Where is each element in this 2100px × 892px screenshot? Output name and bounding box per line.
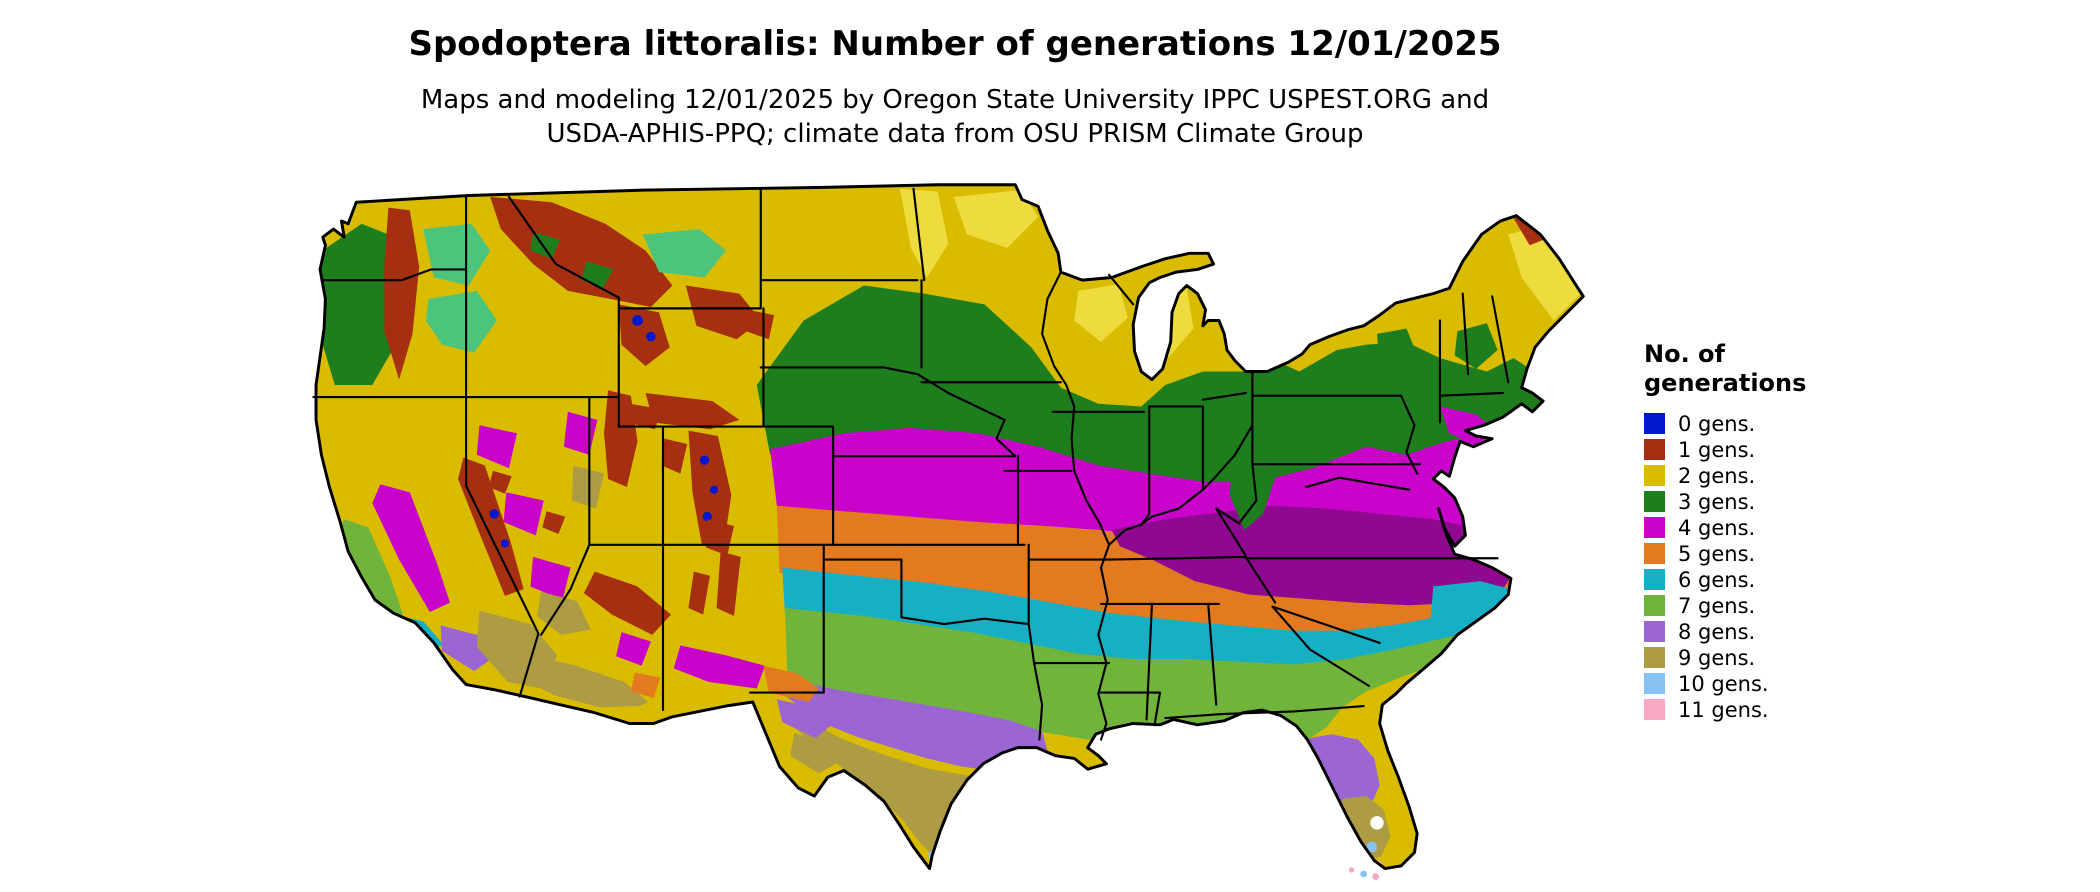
legend-item: 4 gens. — [1644, 515, 1884, 541]
subtitle-line-2: USDA-APHIS-PPQ; climate data from OSU PR… — [546, 118, 1364, 149]
legend-swatch — [1644, 543, 1665, 565]
legend-label: 5 gens. — [1678, 541, 1756, 566]
legend-swatch — [1644, 699, 1665, 721]
legend-item: 7 gens. — [1644, 593, 1884, 619]
page-title: Spodoptera littoralis: Number of generat… — [408, 24, 1502, 64]
us-generations-map — [308, 170, 1594, 882]
legend-swatch — [1644, 491, 1665, 513]
legend-label: 0 gens. — [1678, 411, 1756, 436]
legend-item: 8 gens. — [1644, 619, 1884, 645]
legend-item: 6 gens. — [1644, 567, 1884, 593]
legend-label: 2 gens. — [1678, 463, 1756, 488]
page-subtitle: Maps and modeling 12/01/2025 by Oregon S… — [0, 84, 1910, 152]
legend-item: 2 gens. — [1644, 463, 1884, 489]
legend-swatch — [1644, 517, 1665, 539]
legend-item: 10 gens. — [1644, 671, 1884, 697]
legend-title-line-1: No. of — [1644, 340, 1725, 368]
legend-swatch — [1644, 439, 1665, 461]
legend-item: 0 gens. — [1644, 411, 1884, 437]
legend-swatch — [1644, 647, 1665, 669]
map-raster — [316, 184, 1584, 869]
state-borders — [312, 187, 1510, 741]
legend-label: 11 gens. — [1678, 697, 1769, 722]
legend-title-line-2: generations — [1644, 369, 1807, 398]
legend-label: 4 gens. — [1678, 515, 1756, 540]
legend-label: 7 gens. — [1678, 593, 1756, 618]
legend-swatch — [1644, 569, 1665, 591]
legend-swatch — [1644, 465, 1665, 487]
subtitle-line-1: Maps and modeling 12/01/2025 by Oregon S… — [420, 85, 1490, 115]
legend-label: 6 gens. — [1678, 567, 1756, 592]
legend-item: 1 gens. — [1644, 437, 1884, 463]
us-outline — [314, 183, 1585, 871]
legend-label: 8 gens. — [1678, 619, 1756, 644]
legend-item: 11 gens. — [1644, 697, 1884, 723]
legend-item: 9 gens. — [1644, 645, 1884, 671]
legend-item: 3 gens. — [1644, 489, 1884, 515]
legend-label: 3 gens. — [1678, 489, 1756, 514]
legend-label: 1 gens. — [1678, 437, 1756, 462]
florida-keys-dots — [1348, 867, 1379, 880]
legend-swatch — [1644, 595, 1665, 617]
legend-swatch — [1644, 413, 1665, 435]
us-map-svg — [312, 183, 1585, 880]
legend-label: 10 gens. — [1678, 671, 1769, 696]
legend-items: 0 gens. 1 gens. 2 gens. 3 gens. 4 gens. 5 gen… — [1644, 411, 1884, 723]
legend-title: No. of generations — [1644, 340, 1884, 399]
legend-item: 5 gens. — [1644, 541, 1884, 567]
legend-swatch — [1644, 673, 1665, 695]
legend-label: 9 gens. — [1678, 645, 1756, 670]
legend-swatch — [1644, 621, 1665, 643]
legend: No. of generations 0 gens. 1 gens. 2 gens.… — [1644, 340, 1884, 723]
